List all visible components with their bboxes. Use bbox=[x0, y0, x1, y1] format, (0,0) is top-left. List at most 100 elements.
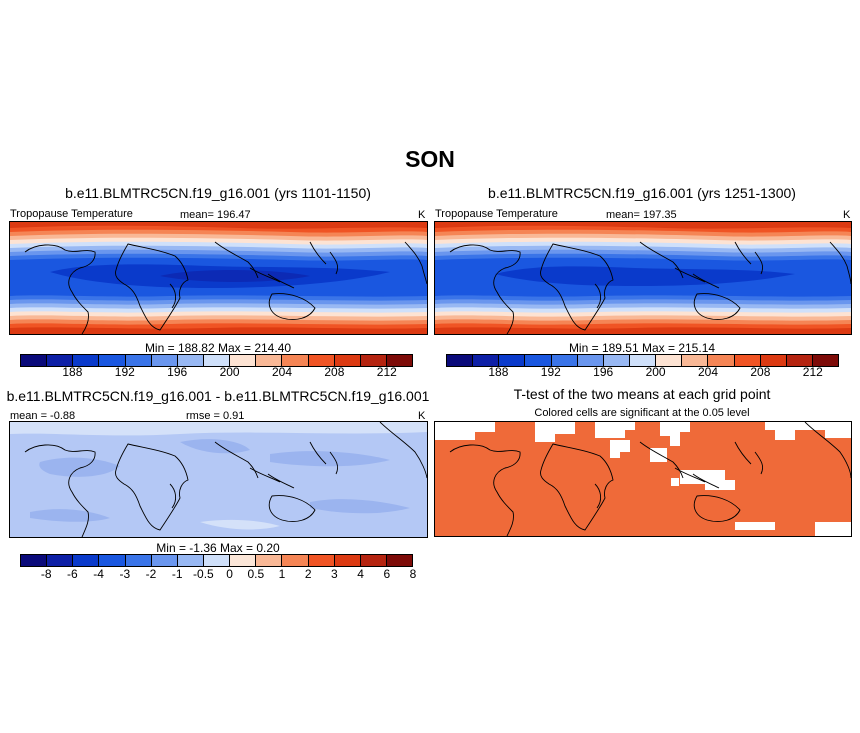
colorbar-swatch bbox=[603, 355, 630, 366]
colorbar-swatch bbox=[473, 355, 500, 366]
colorbar-tick-label: 4 bbox=[357, 567, 364, 581]
colorbar-swatch bbox=[308, 355, 335, 366]
colorbar-swatch bbox=[308, 555, 335, 566]
colorbar-tick-label: 8 bbox=[409, 567, 417, 581]
colorbar-swatch bbox=[447, 355, 474, 366]
colorbar-tick-label: 200 bbox=[645, 365, 666, 379]
field-label-top-left: Tropopause Temperature bbox=[10, 208, 133, 220]
season-title: SON bbox=[405, 146, 455, 172]
colorbar-tick-label: 3 bbox=[331, 567, 338, 581]
colorbar-swatch bbox=[47, 355, 74, 366]
colorbar-swatch bbox=[708, 355, 735, 366]
colorbar-tick-label: 212 bbox=[376, 365, 397, 379]
colorbar-tick-label: 0.5 bbox=[247, 567, 265, 581]
colorbar-swatch bbox=[282, 355, 309, 366]
colorbar-swatch bbox=[734, 355, 761, 366]
colorbar-swatch bbox=[682, 355, 709, 366]
colorbar-tick-label: 1 bbox=[278, 567, 286, 581]
field-label-top-right: Tropopause Temperature bbox=[435, 208, 558, 220]
colorbar-swatch bbox=[177, 355, 204, 366]
colorbar-swatch bbox=[21, 355, 48, 366]
colorbar-ticks-top-right: 188 192 196 200 204 208 212 bbox=[446, 365, 839, 379]
colorbar-tick-label: -8 bbox=[40, 567, 52, 581]
colorbar-tick-label: 196 bbox=[593, 365, 614, 379]
colorbar-tick-label: 200 bbox=[219, 365, 240, 379]
minmax-top-right: Min = 189.51 Max = 215.14 bbox=[568, 341, 716, 355]
panel-title-top-left: b.e11.BLMTRC5CN.f19_g16.001 (yrs 1101-11… bbox=[65, 185, 371, 201]
colorbar-swatch bbox=[577, 355, 604, 366]
map-bottom-right bbox=[434, 421, 852, 537]
colorbar-swatch bbox=[151, 555, 178, 566]
colorbar-ticks-bottom-left: -8 -6 -4 -3 -2 -1 -0.5 0 0.5 1 2 3 4 6 8 bbox=[20, 567, 416, 581]
colorbar-swatch bbox=[334, 355, 361, 366]
colorbar-tick-label: 192 bbox=[114, 365, 135, 379]
panel-subtitle-bottom-right: Colored cells are significant at the 0.0… bbox=[534, 407, 750, 419]
colorbar-swatch bbox=[73, 555, 100, 566]
mean-label-bottom-left: mean = -0.88 bbox=[10, 410, 76, 422]
units-label-bottom-left: K bbox=[418, 410, 426, 422]
colorbar-swatch bbox=[334, 555, 361, 566]
colorbar-tick-label: -6 bbox=[67, 567, 78, 581]
colorbar-swatch bbox=[256, 355, 283, 366]
colorbar-tick-label: 188 bbox=[488, 365, 509, 379]
colorbar-swatch bbox=[203, 355, 231, 366]
colorbar-swatch bbox=[203, 555, 231, 566]
colorbar-swatch bbox=[230, 555, 257, 566]
colorbar-swatch bbox=[125, 355, 152, 366]
colorbar-tick-label: -4 bbox=[93, 567, 104, 581]
panel-title-top-right: b.e11.BLMTRC5CN.f19_g16.001 (yrs 1251-13… bbox=[488, 185, 796, 201]
colorbar-swatch bbox=[360, 555, 387, 566]
colorbar-swatch bbox=[760, 355, 787, 366]
panel-title-bottom-right: T-test of the two means at each grid poi… bbox=[513, 386, 771, 402]
panel-title-bottom-left: b.e11.BLMTRC5CN.f19_g16.001 - b.e11.BLMT… bbox=[6, 388, 430, 404]
colorbar-tick-label: -2 bbox=[145, 567, 157, 581]
colorbar-swatch bbox=[551, 355, 578, 366]
colorbar-tick-label: 188 bbox=[62, 365, 83, 379]
colorbar-swatch bbox=[125, 555, 152, 566]
colorbar-bottom-left bbox=[20, 554, 413, 567]
colorbar-tick-label: 0 bbox=[226, 567, 233, 581]
colorbar-swatch bbox=[256, 555, 283, 566]
colorbar-tick-label: 204 bbox=[271, 365, 293, 379]
colorbar-swatch bbox=[386, 355, 413, 366]
colorbar-swatch bbox=[21, 555, 48, 566]
minmax-bottom-left: Min = -1.36 Max = 0.20 bbox=[156, 541, 280, 555]
colorbar-swatch bbox=[99, 355, 126, 366]
colorbar-swatch bbox=[99, 555, 126, 566]
colorbar-tick-label: 212 bbox=[802, 365, 823, 379]
units-label-top-left: K bbox=[418, 209, 426, 221]
colorbar-tick-label: 192 bbox=[540, 365, 561, 379]
colorbar-tick-label: -1 bbox=[171, 567, 183, 581]
colorbar-swatch bbox=[282, 555, 309, 566]
map-top-right bbox=[434, 221, 852, 335]
colorbar-swatch bbox=[525, 355, 552, 366]
colorbar-top-right bbox=[446, 354, 839, 367]
colorbar-tick-label: 196 bbox=[167, 365, 188, 379]
mean-label-top-right: mean= 197.35 bbox=[606, 209, 677, 221]
colorbar-tick-label: 208 bbox=[324, 365, 345, 379]
map-top-left bbox=[9, 221, 428, 335]
colorbar-tick-label: -0.5 bbox=[193, 567, 214, 581]
colorbar-ticks-top-left: 188 192 196 200 204 208 212 bbox=[20, 365, 413, 379]
colorbar-tick-label: 208 bbox=[750, 365, 771, 379]
colorbar-swatch bbox=[499, 355, 526, 366]
colorbar-tick-label: 2 bbox=[304, 567, 312, 581]
minmax-top-left: Min = 188.82 Max = 214.40 bbox=[144, 341, 292, 355]
colorbar-swatch bbox=[360, 355, 387, 366]
colorbar-swatch bbox=[786, 355, 813, 366]
colorbar-swatch bbox=[230, 355, 257, 366]
mean-label-top-left: mean= 196.47 bbox=[180, 209, 251, 221]
colorbar-tick-label: -3 bbox=[119, 567, 131, 581]
rmse-label-bottom-left: rmse = 0.91 bbox=[186, 410, 245, 422]
colorbar-swatch bbox=[47, 555, 74, 566]
colorbar-top-left bbox=[20, 354, 413, 367]
colorbar-swatch bbox=[656, 355, 683, 366]
colorbar-swatch bbox=[151, 355, 178, 366]
colorbar-swatch bbox=[629, 355, 657, 366]
colorbar-swatch bbox=[386, 555, 413, 566]
colorbar-tick-label: 204 bbox=[697, 365, 719, 379]
units-label-top-right: K bbox=[843, 209, 851, 221]
colorbar-swatch bbox=[73, 355, 100, 366]
colorbar-swatch bbox=[177, 555, 204, 566]
colorbar-tick-label: 6 bbox=[383, 567, 391, 581]
